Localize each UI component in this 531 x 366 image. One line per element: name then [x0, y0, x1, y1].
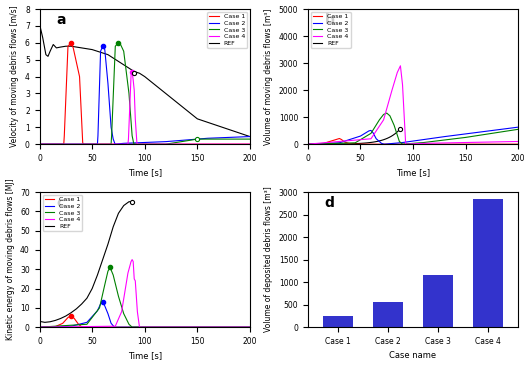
Bar: [473, 199, 503, 327]
Text: b: b: [324, 13, 335, 27]
Legend: Case 1, Case 2, Case 3, Case 4, REF: Case 1, Case 2, Case 3, Case 4, REF: [42, 195, 82, 231]
Text: c: c: [56, 196, 65, 210]
Text: a: a: [56, 13, 66, 27]
Legend: Case 1, Case 2, Case 3, Case 4, REF: Case 1, Case 2, Case 3, Case 4, REF: [207, 12, 247, 48]
Y-axis label: Volume of deposited debris flows [m³]: Volume of deposited debris flows [m³]: [264, 187, 273, 332]
X-axis label: Time [s]: Time [s]: [396, 168, 430, 178]
Bar: [423, 275, 453, 327]
X-axis label: Time [s]: Time [s]: [127, 351, 162, 361]
Bar: [373, 302, 403, 327]
Y-axis label: Volume of moving debris flows [m³]: Volume of moving debris flows [m³]: [264, 8, 273, 145]
Text: d: d: [324, 196, 335, 210]
Y-axis label: Kinetic energy of moving debris flows [MJ]: Kinetic energy of moving debris flows [M…: [5, 179, 14, 340]
X-axis label: Time [s]: Time [s]: [127, 168, 162, 178]
Bar: [323, 316, 353, 327]
Legend: Case 1, Case 2, Case 3, Case 4, REF: Case 1, Case 2, Case 3, Case 4, REF: [311, 12, 350, 48]
X-axis label: Case name: Case name: [389, 351, 436, 361]
Y-axis label: Velocity of moving debris flows [m/s]: Velocity of moving debris flows [m/s]: [11, 6, 20, 147]
